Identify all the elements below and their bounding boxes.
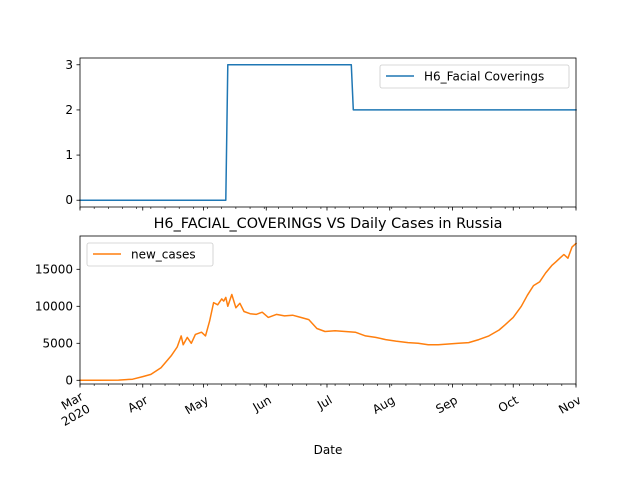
x-tick-label: Jul — [314, 393, 334, 413]
x-tick-label-text: Jul — [314, 393, 334, 413]
x-tick-label-line: Jul — [314, 393, 334, 413]
bottom-axes-title: H6_FACIAL_COVERINGS VS Daily Cases in Ru… — [154, 216, 503, 232]
y-tick-label: 15000 — [35, 262, 73, 276]
y-tick-label: 10000 — [35, 299, 73, 313]
bottom-axes-frame — [79, 235, 577, 385]
top-axes-y-ticks: 0 1 2 3 — [65, 58, 80, 207]
bottom-legend-box — [86, 242, 214, 267]
x-axis-label: Date — [314, 443, 343, 457]
bottom-axes-series — [79, 242, 578, 382]
top-axes-frame — [79, 57, 577, 208]
top-series-line-0 — [79, 64, 577, 201]
bottom-axes-y-ticks: 0 5000 10000 15000 — [35, 262, 80, 387]
top-axes: 0 1 2 3 H6_Facial Coverings — [65, 57, 577, 211]
bottom-legend-label: new_cases — [131, 248, 196, 262]
y-tick-label: 5000 — [42, 336, 73, 350]
y-tick-label: 1 — [65, 148, 73, 162]
top-legend: H6_Facial Coverings — [379, 64, 570, 89]
top-axes-x-ticks — [79, 207, 577, 211]
y-tick-label: 0 — [65, 193, 73, 207]
y-tick-label: 0 — [65, 373, 73, 387]
bottom-legend: new_cases — [86, 242, 214, 267]
top-legend-label: H6_Facial Coverings — [424, 70, 544, 84]
y-tick-label: 2 — [65, 103, 73, 117]
bottom-series-line-0 — [79, 242, 578, 382]
top-axes-series — [79, 64, 577, 201]
y-tick-label: 3 — [65, 58, 73, 72]
top-legend-box — [379, 64, 570, 89]
